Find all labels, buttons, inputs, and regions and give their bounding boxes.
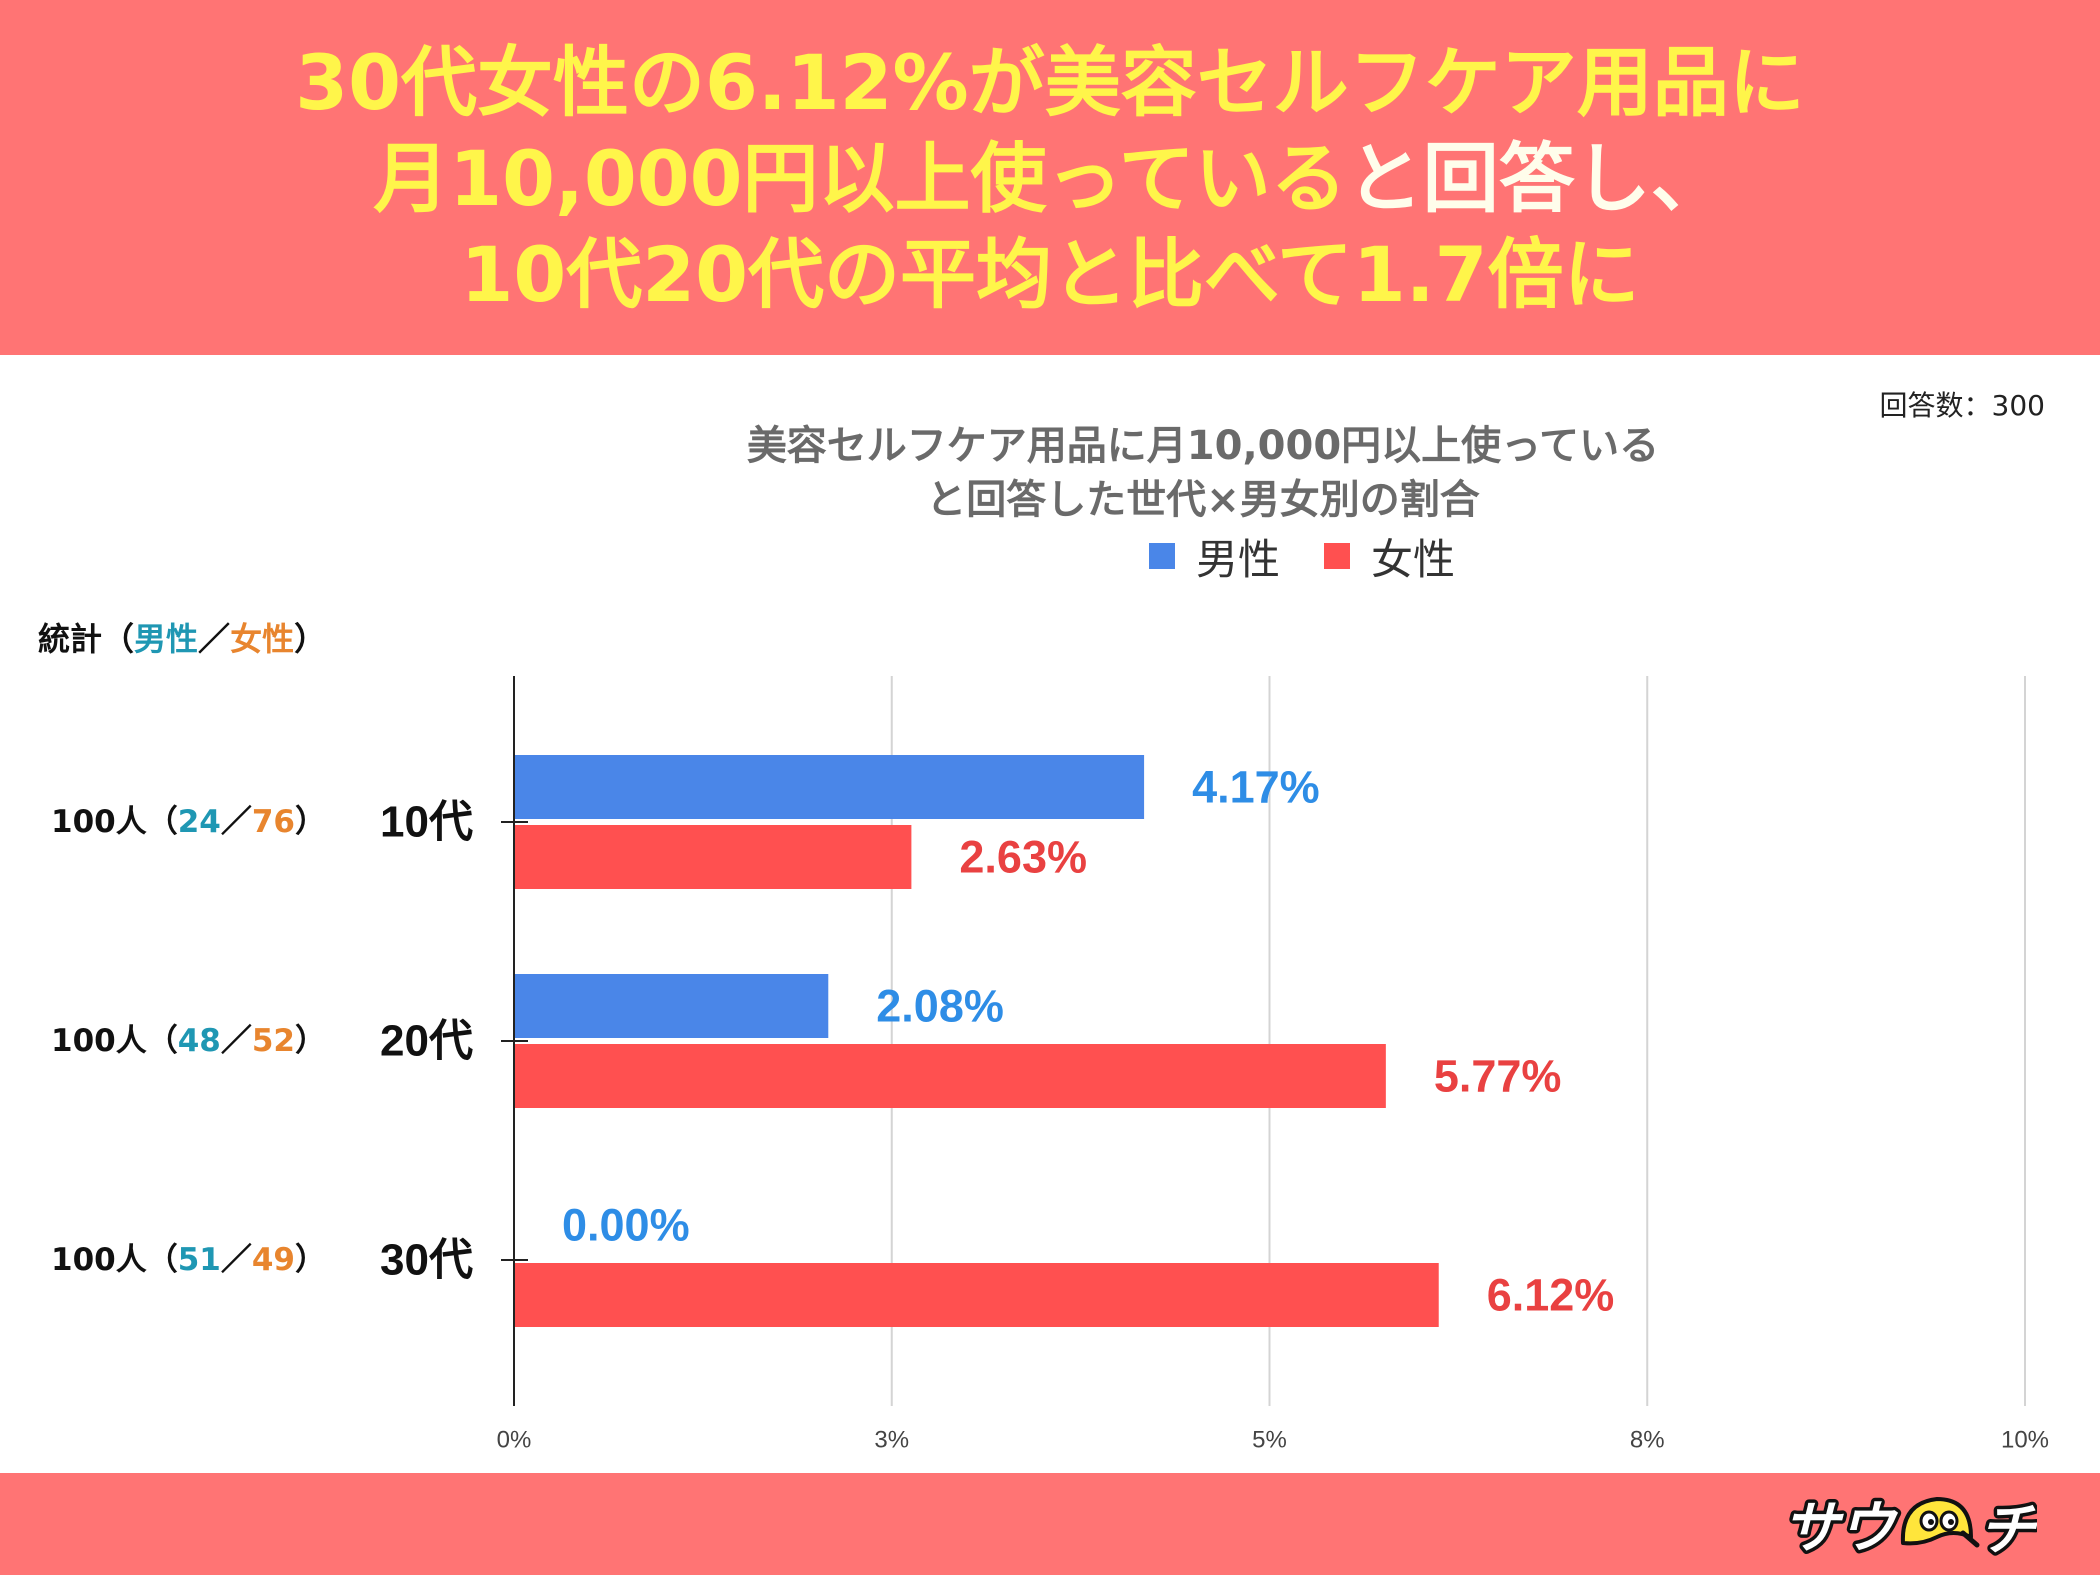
stats-male-count: 24 bbox=[177, 804, 221, 840]
male-bar-1 bbox=[514, 974, 829, 1038]
x-tick-label: 8% bbox=[1630, 1427, 1665, 1454]
stats-heading-female: 女性 bbox=[230, 620, 295, 658]
x-tick-label: 0% bbox=[497, 1427, 532, 1454]
stats-heading-label: 統計 bbox=[38, 620, 103, 658]
legend-item-female: 女性 bbox=[1324, 526, 1455, 587]
x-tick-label: 3% bbox=[874, 1427, 909, 1454]
stats-close-paren: ） bbox=[295, 1242, 326, 1278]
female-bar-0 bbox=[514, 825, 912, 889]
stats-female-count: 76 bbox=[251, 804, 295, 840]
stats-open-paren: （ bbox=[146, 1242, 178, 1278]
headline: 30代女性の6.12%が美容セルフケア用品に 月10,000円以上使っていると回… bbox=[0, 35, 2100, 323]
stats-open-paren: （ bbox=[146, 1023, 178, 1059]
stats-heading-male: 男性 bbox=[134, 620, 199, 658]
brand-logo: サウ チ bbox=[1781, 1493, 2037, 1564]
sample-size: 回答数：300 bbox=[1879, 389, 2045, 422]
stats-open-paren: （ bbox=[102, 620, 135, 658]
stats-row-20s: 100人（48／52） bbox=[51, 1021, 326, 1061]
stats-female-count: 52 bbox=[251, 1023, 295, 1059]
stats-separator: ／ bbox=[220, 1242, 252, 1278]
legend-swatch-female bbox=[1324, 543, 1351, 569]
chart-title-line-1: 美容セルフケア用品に月10,000円以上使っている bbox=[746, 423, 1660, 469]
stats-separator: ／ bbox=[220, 1023, 252, 1059]
category-label: 10代 bbox=[380, 798, 473, 847]
stats-male-count: 51 bbox=[177, 1242, 221, 1278]
chart-title: 美容セルフケア用品に月10,000円以上使っている と回答した世代×男女別の割合 bbox=[503, 419, 1903, 527]
male-bar-0 bbox=[514, 755, 1145, 819]
male-data-label-1: 2.08% bbox=[876, 981, 1004, 1032]
category-label: 30代 bbox=[380, 1236, 473, 1285]
stats-female-count: 49 bbox=[251, 1242, 295, 1278]
stats-separator: ／ bbox=[198, 620, 231, 658]
female-data-label-2: 6.12% bbox=[1487, 1270, 1615, 1321]
chart-title-line-2: と回答した世代×男女別の割合 bbox=[926, 477, 1480, 523]
x-tick-label: 10% bbox=[2001, 1427, 2049, 1454]
stats-row-30s: 100人（51／49） bbox=[51, 1240, 326, 1280]
stats-row-10s: 100人（24／76） bbox=[51, 802, 326, 842]
logo-text-left: サウ bbox=[1783, 1496, 1899, 1561]
headline-line-2: 月10,000円以上使っていると回答し、 bbox=[0, 131, 2100, 227]
mascot-icon bbox=[1900, 1497, 1980, 1548]
headline-line-1: 30代女性の6.12%が美容セルフケア用品に bbox=[295, 38, 1805, 127]
male-data-label-0: 4.17% bbox=[1192, 762, 1320, 813]
stats-male-count: 48 bbox=[177, 1023, 221, 1059]
headline-line-2-main: 月10,000円以上使っている bbox=[373, 134, 1347, 223]
footer-band: サウ チ bbox=[0, 1473, 2100, 1575]
stats-open-paren: （ bbox=[146, 804, 178, 840]
category-label: 20代 bbox=[380, 1017, 473, 1066]
female-bar-1 bbox=[514, 1044, 1386, 1108]
legend-label-male: 男性 bbox=[1196, 534, 1281, 584]
stats-total: 100人 bbox=[51, 804, 147, 840]
stats-separator: ／ bbox=[220, 804, 252, 840]
stats-total: 100人 bbox=[51, 1023, 147, 1059]
headline-line-2-tail: と回答し、 bbox=[1346, 134, 1727, 223]
stats-close-paren: ） bbox=[295, 1023, 326, 1059]
logo-text-right: チ bbox=[1979, 1498, 2037, 1563]
female-data-label-1: 5.77% bbox=[1434, 1051, 1562, 1102]
chart-legend: 男性 女性 bbox=[1149, 528, 1499, 584]
legend-swatch-male bbox=[1149, 543, 1175, 569]
x-tick-label: 5% bbox=[1252, 1427, 1287, 1454]
header-band: 30代女性の6.12%が美容セルフケア用品に 月10,000円以上使っていると回… bbox=[0, 0, 2100, 355]
male-data-label-2: 0.00% bbox=[562, 1200, 690, 1251]
female-data-label-0: 2.63% bbox=[959, 832, 1087, 883]
stats-close-paren: ） bbox=[295, 804, 326, 840]
legend-label-female: 女性 bbox=[1371, 534, 1456, 584]
stats-close-paren: ） bbox=[294, 620, 327, 658]
headline-line-3: 10代20代の平均と比べて1.7倍に bbox=[460, 230, 1640, 319]
stats-total: 100人 bbox=[51, 1242, 147, 1278]
stats-heading: 統計（男性／女性） bbox=[38, 618, 326, 660]
legend-item-male: 男性 bbox=[1149, 526, 1280, 587]
female-bar-2 bbox=[514, 1263, 1439, 1327]
